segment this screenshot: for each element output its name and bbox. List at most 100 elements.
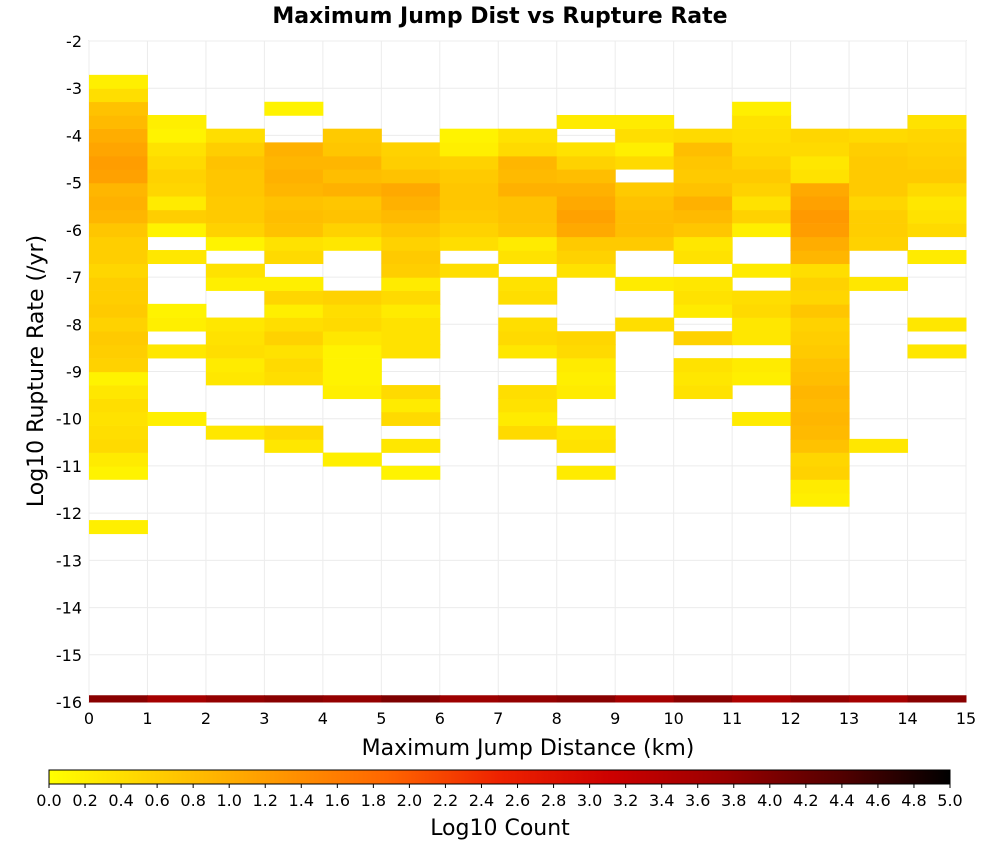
- heatmap-cell: [615, 695, 675, 703]
- heatmap-cell: [907, 155, 967, 170]
- heatmap-cell: [556, 695, 616, 703]
- heatmap-cell: [381, 411, 441, 426]
- heatmap-cell: [498, 695, 558, 703]
- heatmap-cell: [89, 155, 148, 170]
- y-tick-label: -7: [66, 268, 82, 287]
- colorbar-tick-label: 1.4: [289, 791, 314, 810]
- heatmap-cell: [673, 358, 733, 373]
- x-tick-label: 7: [493, 709, 503, 728]
- heatmap-cells: [89, 74, 967, 703]
- heatmap-cell: [381, 142, 441, 157]
- heatmap-cell: [673, 196, 733, 211]
- heatmap-cell: [381, 223, 441, 238]
- heatmap-cell: [673, 223, 733, 238]
- heatmap-cell: [381, 169, 441, 184]
- heatmap-cell: [439, 169, 499, 184]
- heatmap-cell: [322, 142, 382, 157]
- heatmap-cell: [790, 155, 850, 170]
- heatmap-cell: [264, 155, 324, 170]
- heatmap-cell: [89, 128, 148, 143]
- heatmap-cell: [790, 128, 850, 143]
- heatmap-cell: [381, 155, 441, 170]
- y-tick-label: -6: [66, 221, 82, 240]
- heatmap-cell: [673, 128, 733, 143]
- heatmap-cell: [205, 182, 265, 197]
- heatmap-cell: [264, 250, 324, 265]
- heatmap-cell: [439, 142, 499, 157]
- heatmap-cell: [498, 411, 558, 426]
- heatmap-cell: [205, 155, 265, 170]
- heatmap-cell: [89, 263, 148, 278]
- x-tick-label: 14: [897, 709, 917, 728]
- heatmap-cell: [907, 344, 967, 359]
- heatmap-cell: [556, 114, 616, 129]
- y-tick-label: -3: [66, 79, 82, 98]
- heatmap-cell: [732, 358, 792, 373]
- heatmap-cell: [498, 331, 558, 346]
- heatmap-cell: [322, 317, 382, 332]
- heatmap-cell: [790, 196, 850, 211]
- x-tick-label: 10: [663, 709, 683, 728]
- heatmap-cell: [147, 223, 207, 238]
- y-tick-label: -2: [66, 32, 82, 51]
- heatmap-cell: [264, 209, 324, 224]
- heatmap-cell: [673, 695, 733, 703]
- x-tick-label: 1: [142, 709, 152, 728]
- heatmap-cell: [673, 182, 733, 197]
- heatmap-cell: [556, 371, 616, 386]
- colorbar-tick-label: 0.2: [72, 791, 97, 810]
- heatmap-cell: [439, 223, 499, 238]
- heatmap-cell: [89, 290, 148, 305]
- colorbar-tick-label: 2.2: [433, 791, 458, 810]
- heatmap-cell: [89, 520, 148, 535]
- heatmap-cell: [732, 371, 792, 386]
- heatmap-cell: [498, 385, 558, 400]
- heatmap-cell: [498, 290, 558, 305]
- heatmap-cell: [673, 290, 733, 305]
- heatmap-cell: [322, 695, 382, 703]
- heatmap-cell: [615, 317, 675, 332]
- heatmap-cell: [89, 398, 148, 413]
- x-tick-label: 6: [435, 709, 445, 728]
- heatmap-cell: [790, 276, 850, 291]
- heatmap-cell: [89, 196, 148, 211]
- heatmap-cell: [381, 317, 441, 332]
- heatmap-cell: [264, 425, 324, 440]
- heatmap-cell: [790, 344, 850, 359]
- heatmap-cell: [907, 250, 967, 265]
- heatmap-cell: [205, 263, 265, 278]
- heatmap-cell: [849, 695, 909, 703]
- x-axis-ticks: 0 1 2 3 4 5 6 7 8 9 10 11 12 13 14 15: [84, 709, 976, 728]
- x-tick-label: 5: [376, 709, 386, 728]
- heatmap-cell: [790, 290, 850, 305]
- heatmap-cell: [147, 169, 207, 184]
- heatmap-cell: [498, 209, 558, 224]
- heatmap-cell: [89, 114, 148, 129]
- heatmap-cell: [205, 331, 265, 346]
- heatmap-cell: [89, 344, 148, 359]
- colorbar-tick-label: 3.4: [649, 791, 674, 810]
- heatmap-cell: [849, 155, 909, 170]
- heatmap-cell: [790, 438, 850, 453]
- heatmap-cell: [790, 695, 850, 703]
- heatmap-cell: [381, 263, 441, 278]
- heatmap-cell: [556, 209, 616, 224]
- heatmap-cell: [264, 101, 324, 116]
- heatmap-cell: [264, 142, 324, 157]
- heatmap-cell: [615, 142, 675, 157]
- heatmap-cell: [381, 331, 441, 346]
- heatmap-cell: [147, 695, 207, 703]
- heatmap-cell: [205, 196, 265, 211]
- colorbar-tick-label: 4.0: [757, 791, 782, 810]
- heatmap-cell: [205, 142, 265, 157]
- heatmap-cell: [732, 169, 792, 184]
- heatmap-cell: [732, 196, 792, 211]
- heatmap-cell: [498, 142, 558, 157]
- heatmap-cell: [89, 385, 148, 400]
- heatmap-cell: [322, 303, 382, 318]
- heatmap-cell: [147, 142, 207, 157]
- heatmap-cell: [790, 331, 850, 346]
- heatmap-cell: [498, 182, 558, 197]
- heatmap-cell: [790, 479, 850, 494]
